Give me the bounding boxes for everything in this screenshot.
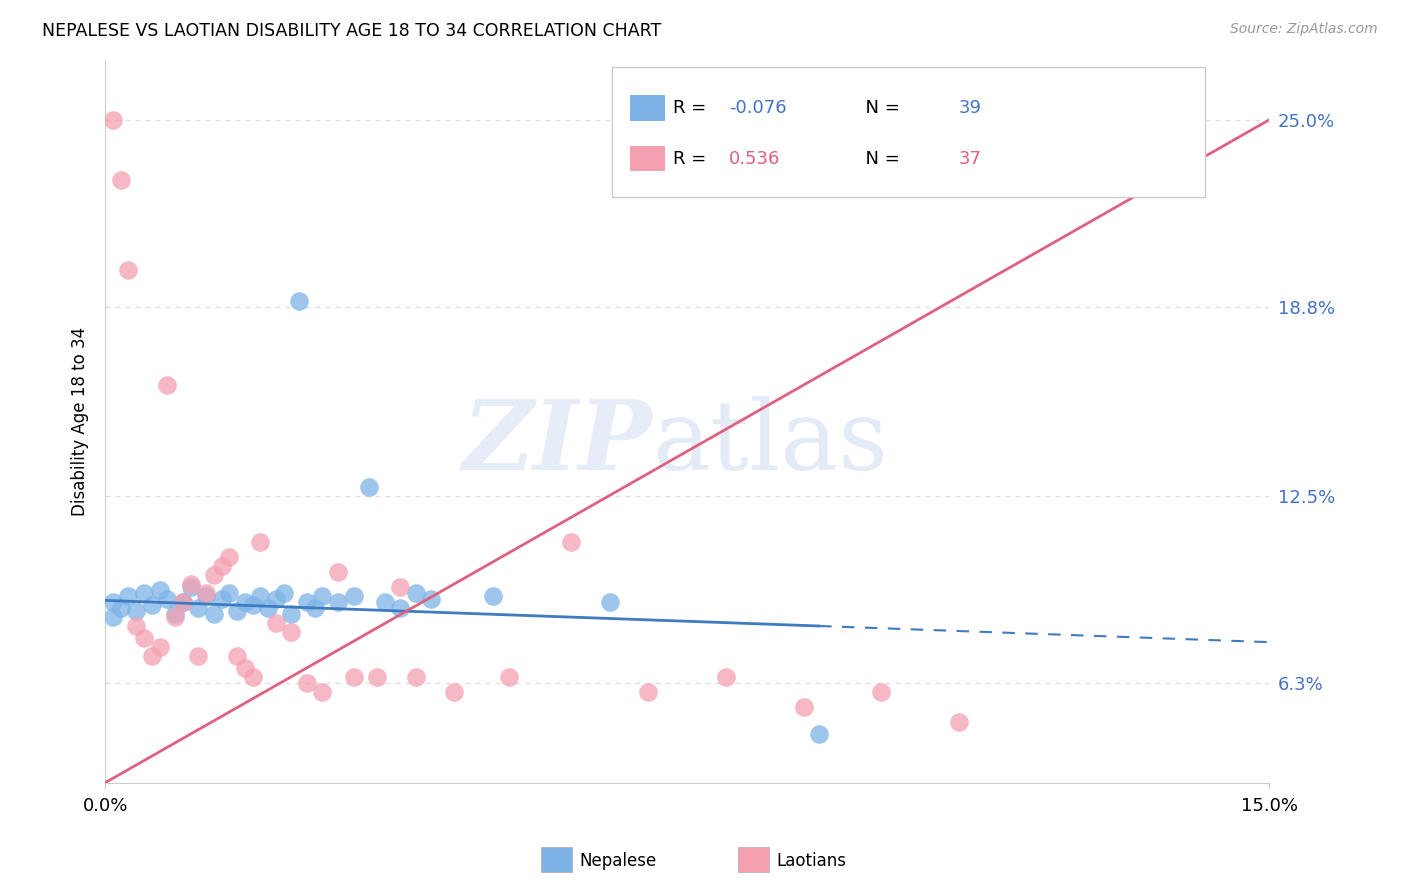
Text: R =: R = [673, 99, 713, 117]
Point [117, 263, 139, 277]
Point [218, 549, 240, 564]
Point [304, 601, 326, 615]
Text: N =: N = [853, 99, 905, 117]
Point [714, 670, 737, 684]
Text: ZIP: ZIP [463, 396, 652, 490]
Point [288, 293, 311, 308]
Point [242, 670, 264, 684]
Point [132, 586, 155, 600]
Point [165, 607, 187, 621]
Point [101, 595, 124, 609]
Point [311, 589, 333, 603]
Point [560, 534, 582, 549]
Point [443, 685, 465, 699]
Text: -0.076: -0.076 [730, 99, 787, 117]
Point [141, 598, 163, 612]
Point [242, 598, 264, 612]
Point [187, 601, 209, 615]
Text: atlas: atlas [652, 396, 889, 490]
Point [101, 610, 124, 624]
Point [599, 595, 621, 609]
Point [311, 685, 333, 699]
Point [249, 534, 271, 549]
Point [202, 607, 225, 621]
Point [366, 670, 388, 684]
Point [264, 591, 287, 606]
Point [148, 582, 170, 597]
Point [280, 607, 302, 621]
Point [295, 676, 318, 690]
Point [226, 604, 249, 618]
Point [233, 661, 256, 675]
Point [249, 589, 271, 603]
Point [637, 685, 659, 699]
Text: 39: 39 [959, 99, 981, 117]
Point [870, 685, 893, 699]
Point [405, 586, 427, 600]
Point [156, 378, 179, 392]
Point [280, 625, 302, 640]
Point [132, 631, 155, 645]
Point [948, 715, 970, 730]
Point [110, 173, 132, 187]
Point [101, 112, 124, 127]
Text: 0.536: 0.536 [730, 150, 780, 168]
Point [195, 586, 218, 600]
Point [211, 591, 233, 606]
Text: 37: 37 [959, 150, 981, 168]
Text: Laotians: Laotians [776, 852, 846, 870]
FancyBboxPatch shape [630, 146, 665, 171]
Point [389, 580, 412, 594]
Point [405, 670, 427, 684]
Y-axis label: Disability Age 18 to 34: Disability Age 18 to 34 [72, 326, 89, 516]
Point [389, 601, 412, 615]
Point [148, 640, 170, 654]
Point [482, 589, 505, 603]
Point [342, 589, 364, 603]
Point [187, 649, 209, 664]
Point [273, 586, 295, 600]
Point [808, 727, 831, 741]
Point [172, 595, 194, 609]
Point [117, 589, 139, 603]
Point [264, 615, 287, 630]
Point [218, 586, 240, 600]
Text: R =: R = [673, 150, 718, 168]
Point [233, 595, 256, 609]
Text: Source: ZipAtlas.com: Source: ZipAtlas.com [1230, 22, 1378, 37]
Point [141, 649, 163, 664]
Text: NEPALESE VS LAOTIAN DISABILITY AGE 18 TO 34 CORRELATION CHART: NEPALESE VS LAOTIAN DISABILITY AGE 18 TO… [42, 22, 661, 40]
Point [156, 591, 179, 606]
Text: Nepalese: Nepalese [579, 852, 657, 870]
Point [326, 565, 349, 579]
Point [180, 580, 202, 594]
Point [374, 595, 396, 609]
Point [211, 558, 233, 573]
Point [180, 577, 202, 591]
Point [125, 619, 148, 633]
Point [110, 601, 132, 615]
Point [498, 670, 520, 684]
Point [195, 589, 218, 603]
Point [172, 595, 194, 609]
Point [357, 480, 380, 494]
Point [342, 670, 364, 684]
FancyBboxPatch shape [612, 67, 1205, 197]
Point [257, 601, 280, 615]
Point [226, 649, 249, 664]
Point [326, 595, 349, 609]
Text: N =: N = [853, 150, 905, 168]
Point [420, 591, 443, 606]
Point [202, 567, 225, 582]
Point [125, 604, 148, 618]
Point [793, 700, 815, 714]
Point [165, 610, 187, 624]
Point [295, 595, 318, 609]
FancyBboxPatch shape [630, 95, 665, 120]
